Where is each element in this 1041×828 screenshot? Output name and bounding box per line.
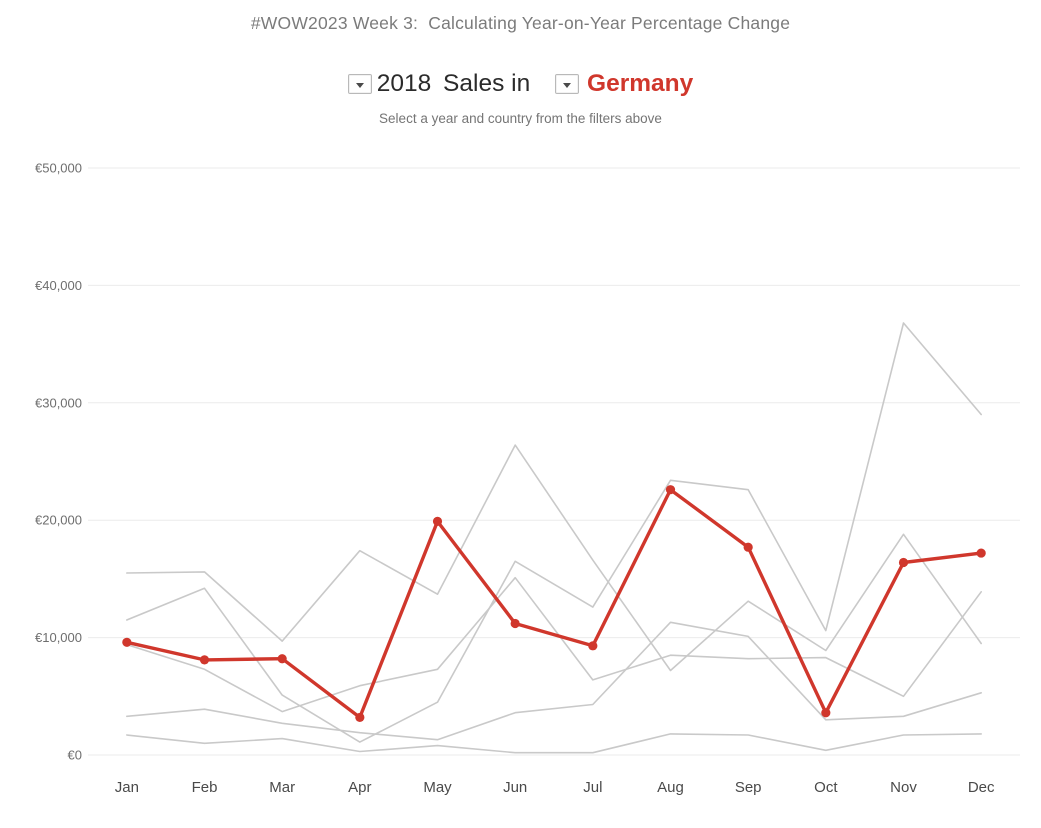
data-point[interactable] (277, 654, 287, 664)
x-axis-label: Dec (968, 779, 995, 796)
data-point[interactable] (199, 655, 210, 665)
data-point[interactable] (898, 557, 909, 568)
comparison-line[interactable] (126, 444, 983, 672)
x-axis-label: Feb (192, 779, 218, 796)
data-point[interactable] (510, 618, 520, 629)
data-point[interactable] (821, 708, 831, 718)
country-value: Germany (587, 70, 694, 97)
x-axis-label: Sep (735, 779, 762, 796)
data-point[interactable] (743, 542, 753, 552)
country-filter-dropdown[interactable] (555, 74, 580, 94)
data-point[interactable] (432, 516, 443, 526)
year-filter-dropdown[interactable] (347, 74, 372, 94)
x-axis-label: Jul (583, 779, 602, 796)
y-axis-label: €20,000 (35, 513, 82, 528)
y-axis-label: €40,000 (35, 278, 82, 293)
y-axis-label: €50,000 (35, 161, 82, 176)
x-axis-label: Apr (348, 779, 371, 796)
caret-down-icon (563, 82, 572, 88)
caret-down-icon (355, 82, 364, 88)
data-point[interactable] (588, 641, 598, 651)
comparison-line[interactable] (126, 733, 983, 754)
x-axis-label: Jan (115, 779, 139, 796)
filter-hint: Select a year and country from the filte… (379, 111, 662, 126)
x-axis-label: May (423, 779, 452, 796)
x-axis-label: Mar (269, 779, 295, 796)
y-axis-label: €10,000 (35, 630, 82, 645)
year-value: 2018 (376, 70, 432, 97)
comparison-line[interactable] (126, 621, 983, 741)
x-axis-label: Jun (503, 779, 527, 796)
x-axis-label: Nov (890, 779, 917, 796)
y-axis-label: €0 (68, 748, 82, 763)
data-point[interactable] (665, 485, 676, 495)
comparison-line[interactable] (126, 576, 983, 713)
sales-in-label: Sales in (436, 70, 538, 97)
y-axis-label: €30,000 (35, 395, 82, 410)
x-axis-label: Oct (814, 779, 838, 796)
selected-country-line[interactable] (125, 488, 983, 720)
filter-row: 2018 Sales in Germany (0, 70, 1041, 98)
page-title: #WOW2023 Week 3: Calculating Year-on-Yea… (250, 13, 791, 33)
comparison-line[interactable] (126, 322, 983, 743)
x-axis-label: Aug (657, 779, 684, 796)
data-point[interactable] (976, 548, 986, 558)
data-point[interactable] (122, 637, 132, 647)
data-point[interactable] (355, 712, 365, 723)
